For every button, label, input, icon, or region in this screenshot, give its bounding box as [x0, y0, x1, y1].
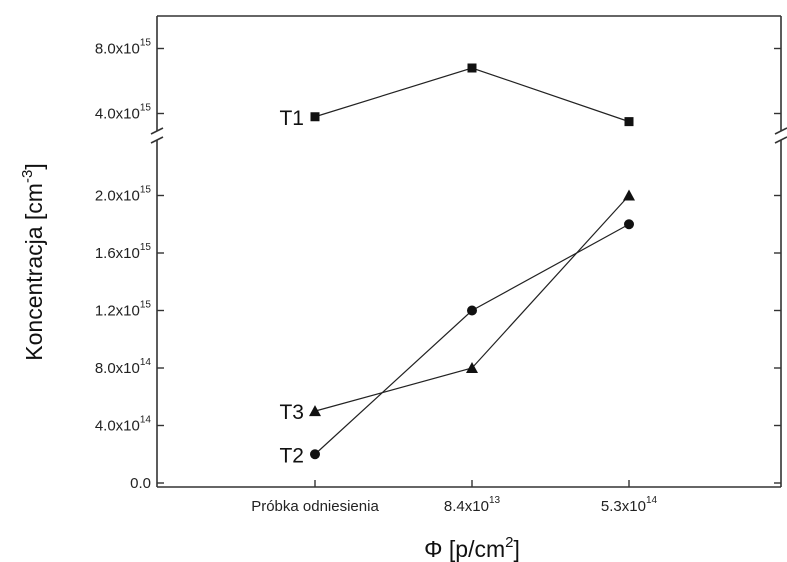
y-tick-label: 2.0x1015 — [95, 185, 152, 205]
y-axis-ticks: 0.0 4.0x1014 8.0x1014 1.2x1015 1.6x1015 2.0x1… — [95, 38, 781, 492]
y-tick-label: 8.0x1015 — [95, 38, 152, 58]
data-point-t3 — [623, 189, 635, 201]
data-point-t3 — [466, 362, 478, 373]
series-line-t1 — [314, 67, 630, 123]
y-axis-title: Koncentracja [cm-3] — [19, 163, 47, 360]
y-tick-label: 1.6x1015 — [95, 242, 152, 262]
y-tick-label: 4.0x1014 — [95, 415, 152, 435]
axis-break-mark — [774, 136, 787, 144]
y-tick-label: 0.0 — [130, 475, 151, 492]
y-tick-label: 1.2x1015 — [95, 300, 152, 320]
data-point-t1 — [467, 63, 477, 73]
data-point-t3 — [309, 405, 321, 417]
data-point-t1 — [310, 112, 320, 122]
data-point-t1 — [624, 117, 634, 127]
data-point-t2 — [310, 449, 320, 460]
axis-break-mark — [150, 136, 164, 144]
axis-break-mark — [774, 127, 787, 135]
plot-frame — [150, 15, 787, 488]
series-label-t1: T1 — [279, 107, 304, 130]
x-axis-ticks: Próbka odniesienia 8.4x1013 5.3x1014 — [251, 480, 658, 515]
axis-break-mark — [150, 127, 164, 135]
y-tick-label: 4.0x1015 — [95, 103, 152, 123]
series-layer: T1 T2 T3 — [279, 63, 635, 467]
axis-titles: Φ [p/cm2] Koncentracja [cm-3] — [19, 163, 520, 562]
series-label-t3: T3 — [279, 401, 304, 424]
series-label-t2: T2 — [279, 444, 304, 467]
x-tick-label: 8.4x1013 — [444, 495, 501, 515]
data-point-t2 — [624, 219, 634, 230]
series-line-t3 — [314, 195, 630, 412]
x-axis-title: Φ [p/cm2] — [424, 534, 520, 562]
data-point-t2 — [467, 305, 477, 316]
x-tick-label: Próbka odniesienia — [251, 498, 379, 515]
x-tick-label: 5.3x1014 — [601, 495, 658, 515]
series-line-t2 — [314, 223, 630, 455]
y-tick-label: 8.0x1014 — [95, 357, 152, 377]
